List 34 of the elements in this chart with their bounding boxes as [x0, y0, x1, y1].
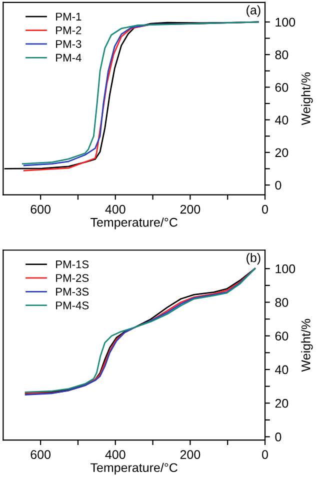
legend-label: PM-2: [56, 26, 82, 34]
x-tick-label: 0: [262, 204, 268, 214]
annotation: (a): [246, 5, 260, 17]
y-tick-label: 0: [275, 432, 282, 442]
y-tick-label: 60: [275, 332, 288, 341]
legend-label: PM-2S: [56, 274, 89, 282]
x-tick-label: 200: [180, 204, 200, 214]
y-tick-label: 40: [275, 365, 288, 374]
annotation: (b): [246, 252, 260, 265]
x-axis-title: Temperature/°C: [90, 218, 178, 230]
x-tick-label: 200: [180, 450, 200, 460]
legend-label: PM-1: [56, 12, 82, 20]
y-tick-label: 100: [276, 18, 296, 27]
x-tick-label: 400: [105, 450, 126, 460]
x-tick-label: 400: [105, 204, 126, 214]
y-tick-label: 80: [275, 50, 288, 60]
y-tick-label: 80: [275, 298, 288, 307]
y-tick-label: 0: [275, 180, 282, 190]
x-axis-title: Temperature/°C: [90, 462, 178, 475]
x-tick-label: 0: [262, 450, 268, 460]
y-axis-title: Weight/%: [301, 72, 313, 126]
legend-label: PM-3S: [56, 288, 89, 296]
y-tick-label: 20: [275, 148, 288, 158]
legend-label: PM-4: [56, 54, 82, 62]
x-tick-label: 600: [30, 450, 51, 460]
x-tick-label: 600: [30, 204, 51, 214]
legend-label: PM-4S: [56, 301, 89, 310]
y-axis-title: Weight/%: [301, 318, 313, 372]
y-tick-label: 100: [276, 264, 296, 274]
y-tick-label: 40: [275, 116, 288, 124]
legend-label: PM-3: [56, 40, 82, 48]
y-tick-label: 20: [275, 398, 288, 408]
y-tick-label: 60: [275, 82, 288, 92]
legend-label: PM-1S: [56, 260, 89, 268]
